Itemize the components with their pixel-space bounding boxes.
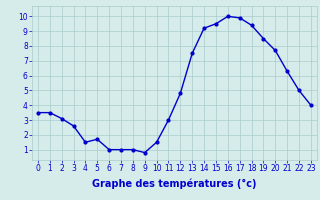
X-axis label: Graphe des températures (°c): Graphe des températures (°c): [92, 179, 257, 189]
